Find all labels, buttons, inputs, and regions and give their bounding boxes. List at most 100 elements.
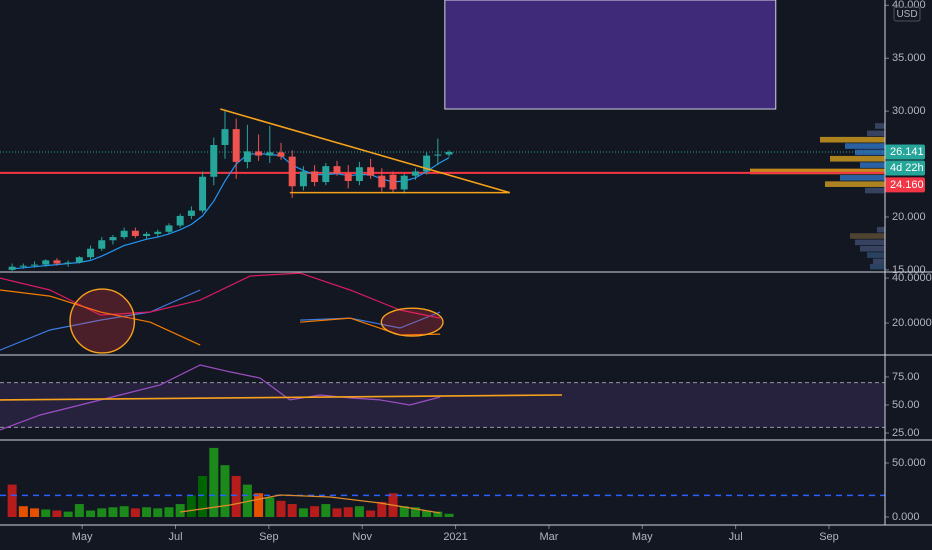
indicator-line (0, 289, 441, 346)
countdown-label-bg (885, 160, 925, 176)
volume-profile-bar (825, 181, 885, 187)
volume-bar (63, 511, 73, 518)
volume-profile-bar (865, 187, 885, 194)
y-tick-label: 35.000 (892, 52, 926, 64)
candle-body (277, 152, 285, 157)
x-tick-label: Sep (259, 531, 279, 543)
volume-profile-bar (867, 252, 885, 258)
volume-profile-bar (860, 245, 885, 252)
volume-profile-bar (875, 123, 885, 129)
x-tick-label: Sep (819, 531, 839, 543)
horizontal-line-label-bg (885, 177, 925, 193)
y-tick-label: 50.000 (892, 457, 926, 469)
volume-bar (186, 495, 196, 518)
candle-body (255, 151, 263, 156)
volume-profile-bar (830, 155, 885, 162)
volume-bar (366, 510, 376, 518)
volume-bar (231, 475, 241, 518)
volume-profile-bar (873, 258, 885, 265)
candle-body (344, 173, 352, 181)
volume-bar (7, 484, 17, 518)
candle-body (176, 215, 184, 226)
volume-bar (399, 506, 409, 518)
indicator-line (0, 272, 441, 319)
y-tick-label: 20.0000 (892, 317, 932, 329)
volume-bar (444, 513, 454, 518)
candle-body (445, 151, 453, 155)
y-tick-label: 15.000 (892, 264, 926, 276)
candle-body (232, 129, 240, 162)
volume-bar (354, 506, 364, 518)
volume-bar (242, 484, 252, 518)
indicator-line (0, 289, 441, 351)
volume-bar (433, 511, 443, 518)
x-tick-label: Mar (539, 531, 558, 543)
y-tick-label: 20.000 (892, 211, 926, 223)
volume-bar (276, 500, 286, 518)
candle-body (53, 260, 61, 264)
volume-profile-bar (855, 239, 885, 246)
candle-body (165, 225, 173, 232)
volume-bar (287, 504, 297, 518)
volume-bar (310, 506, 320, 518)
candle-body (411, 171, 419, 176)
volume-profile-bar (840, 175, 885, 181)
volume-bar (108, 507, 118, 518)
x-tick-label: 2021 (443, 531, 467, 543)
moving-average (12, 152, 450, 270)
x-tick-label: Jul (168, 531, 182, 543)
volume-bar (209, 447, 219, 518)
candle-body (423, 155, 431, 172)
candle-body (210, 144, 218, 177)
candle-body (143, 233, 151, 237)
pane (0, 0, 885, 271)
candle-body (400, 175, 408, 190)
candle-body (8, 266, 16, 270)
volume-bar (41, 509, 51, 518)
candle-body (120, 230, 128, 238)
candle-body (288, 156, 296, 187)
ellipse-drawing (69, 288, 136, 354)
x-tick-label: May (72, 531, 93, 543)
volume-bar (298, 508, 308, 518)
candle-body (87, 248, 95, 258)
volume-bar (52, 510, 62, 518)
candle-body (187, 210, 195, 216)
y-tick-label: 75.00 (892, 371, 920, 383)
y-tick-label: 0.000 (892, 511, 920, 523)
ellipse-drawing (380, 307, 444, 337)
candle-body (42, 260, 50, 265)
candle-body (355, 167, 363, 181)
volume-profile-bar (850, 233, 885, 239)
candle-body (333, 166, 341, 174)
candle-body (311, 171, 319, 183)
last-price-label-bg (885, 144, 925, 160)
candle-body (299, 171, 307, 187)
candle-body (434, 154, 442, 156)
y-tick-label: 30.000 (892, 105, 926, 117)
volume-bar (410, 507, 420, 518)
horizontal-line-label: 24.160 (890, 179, 924, 191)
volume-bar (422, 510, 432, 518)
candle-body (378, 175, 386, 188)
volume-bar (220, 465, 230, 518)
volume-bar (332, 508, 342, 518)
volume-bar (265, 497, 275, 518)
x-tick-label: Jul (729, 531, 743, 543)
volume-profile-bar (845, 143, 885, 149)
candle-body (322, 166, 330, 183)
volume-bar (74, 504, 84, 518)
volume-bar (86, 510, 96, 518)
candle-body (221, 129, 229, 145)
volume-bar (119, 506, 129, 518)
candle-body (98, 240, 106, 249)
candle-body (75, 257, 83, 263)
volume-bar (377, 501, 387, 518)
volume-bar (30, 508, 40, 518)
candle-body (367, 167, 375, 176)
band-fill (0, 382, 885, 428)
x-tick-label: May (632, 531, 653, 543)
candle-body (109, 237, 117, 241)
